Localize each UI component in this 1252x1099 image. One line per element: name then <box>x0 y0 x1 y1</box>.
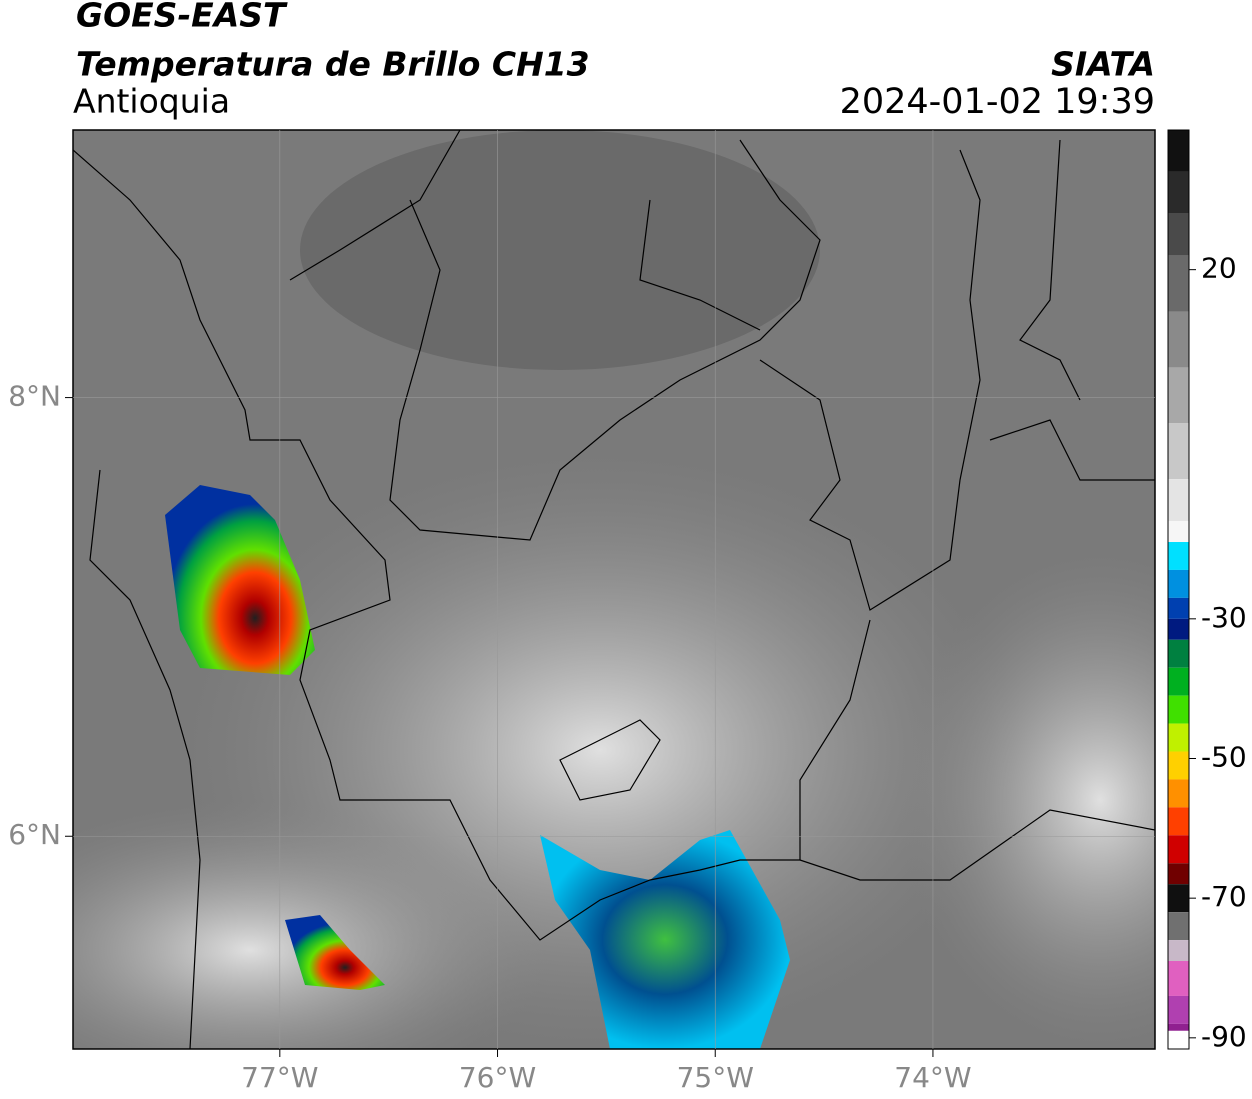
x-tick-label: 75°W <box>677 1061 754 1094</box>
colorbar-segment <box>1168 597 1189 619</box>
colorbar-segment <box>1168 835 1189 864</box>
colorbar-segment <box>1168 639 1189 668</box>
colorbar-segment <box>1168 311 1189 368</box>
colorbar-segment <box>1168 912 1189 941</box>
colorbar-segment <box>1168 884 1189 913</box>
map-frame <box>72 129 1156 1050</box>
colorbar-segment <box>1168 130 1189 172</box>
colorbar-segment <box>1168 1023 1189 1031</box>
colorbar-tick-label: -30 <box>1201 601 1247 634</box>
title: GOES-EAST <box>76 0 288 35</box>
colorbar-segment <box>1168 807 1189 836</box>
colorbar-segment <box>1168 779 1189 808</box>
colorbar-segment <box>1168 751 1189 780</box>
colorbar-segment <box>1168 255 1189 312</box>
colorbar-frame <box>1167 129 1190 1050</box>
y-tick-label: 8°N <box>8 380 61 413</box>
colorbar-segment <box>1168 479 1189 522</box>
colorbar-segment <box>1168 521 1189 543</box>
map-imagery <box>73 130 1155 1049</box>
region: Antioquia <box>73 82 230 121</box>
colorbar-segment <box>1168 940 1189 962</box>
x-tick-label: 74°W <box>894 1061 971 1094</box>
colorbar-segment <box>1168 542 1189 570</box>
colorbar-tick-label: -70 <box>1201 880 1247 913</box>
colorbar-segment <box>1168 569 1189 598</box>
colorbar-segment <box>1168 667 1189 696</box>
source: SIATA <box>1051 45 1155 84</box>
colorbar-segment <box>1168 618 1189 640</box>
colorbar-segment <box>1168 171 1189 214</box>
y-tick-label: 6°N <box>8 818 61 851</box>
x-tick-label: 76°W <box>459 1061 536 1094</box>
colorbar-tick-label: 20 <box>1201 252 1237 285</box>
colorbar-segment <box>1168 423 1189 480</box>
x-tick-label: 77°W <box>241 1061 318 1094</box>
subtitle: Temperatura de Brillo CH13 <box>76 45 590 84</box>
colorbar-tick-label: -50 <box>1201 740 1247 773</box>
colorbar-segment <box>1168 961 1189 996</box>
colorbar-segment <box>1168 723 1189 752</box>
colorbar-segment <box>1168 695 1189 724</box>
colorbar-segment <box>1168 367 1189 424</box>
colorbar-segment <box>1168 1030 1189 1049</box>
colorbar-segment <box>1168 863 1189 885</box>
colorbar-segment <box>1168 213 1189 256</box>
colorbar-tick-label: -90 <box>1201 1020 1247 1053</box>
colorbar-segment <box>1168 995 1189 1024</box>
datetime: 2024-01-02 19:39 <box>840 82 1155 122</box>
